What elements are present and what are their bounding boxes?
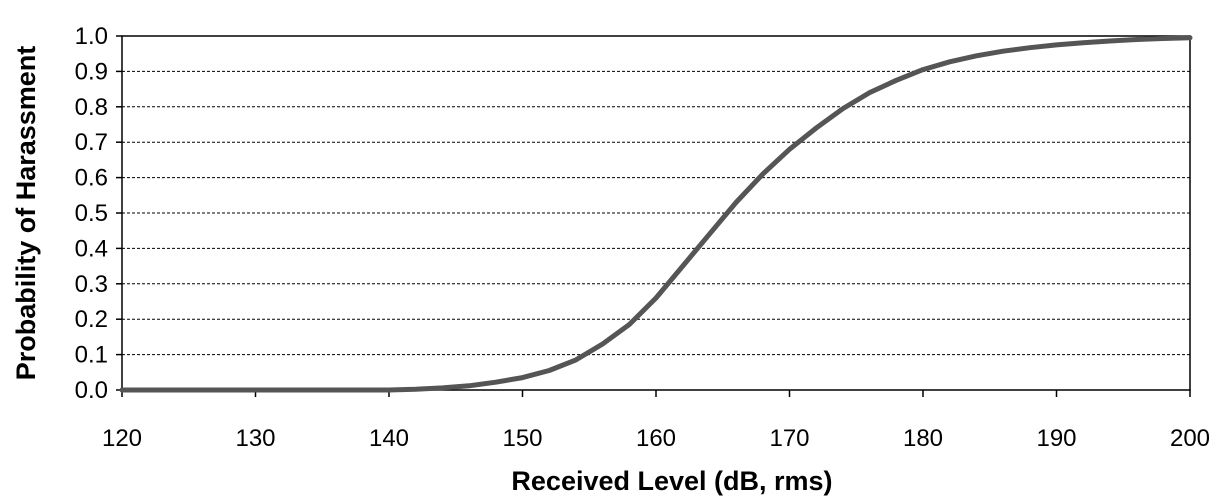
x-tick-label-3: 150 [502, 425, 542, 452]
x-tick-label-8: 200 [1170, 425, 1210, 452]
y-tick-label-8: 0.8 [75, 94, 108, 121]
x-tick-label-7: 190 [1036, 425, 1076, 452]
y-tick-label-3: 0.3 [75, 271, 108, 298]
y-tick-label-5: 0.5 [75, 200, 108, 227]
series-line-0 [119, 35, 1193, 393]
x-tick-label-6: 180 [903, 425, 943, 452]
x-tick-label-0: 120 [102, 425, 142, 452]
y-tick-label-1: 0.1 [75, 342, 108, 369]
y-tick-label-2: 0.2 [75, 306, 108, 333]
y-tick-label-7: 0.7 [75, 129, 108, 156]
y-tick-label-4: 0.4 [75, 235, 108, 262]
x-tick-label-1: 130 [235, 425, 275, 452]
x-axis-title: Received Level (dB, rms) [511, 466, 832, 496]
y-tick-label-6: 0.6 [75, 165, 108, 192]
x-tick-label-2: 140 [369, 425, 409, 452]
x-tick-label-4: 160 [636, 425, 676, 452]
axes [116, 35, 1191, 397]
y-tick-label-0: 0.0 [75, 377, 108, 404]
y-tick-labels: 0.0 0.1 0.2 0.3 0.4 0.5 0.6 0.7 0.8 0.9 1.0 [75, 23, 108, 404]
y-tick-label-10: 1.0 [75, 23, 108, 50]
y-tick-label-9: 0.9 [75, 58, 108, 85]
x-tick-label-5: 170 [769, 425, 809, 452]
x-tick-labels: 120 130 140 150 160 170 180 190 200 [102, 425, 1210, 452]
gridlines [122, 35, 1190, 356]
y-axis-title: Probability of Harassment [11, 46, 41, 381]
series [119, 35, 1193, 393]
